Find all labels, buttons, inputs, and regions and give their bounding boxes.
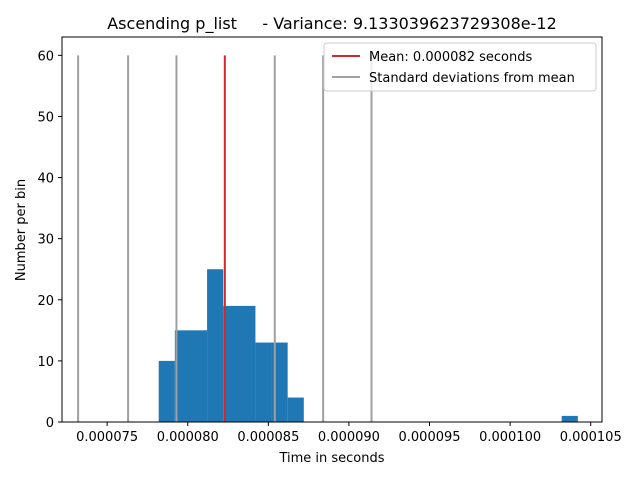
x-tick-label: 0.000105: [560, 430, 622, 445]
y-tick-label: 0: [46, 416, 54, 431]
histogram-bar: [174, 330, 208, 422]
x-tick-label: 0.000075: [76, 430, 138, 445]
y-tick-label: 10: [37, 355, 54, 370]
histogram-bar: [255, 342, 272, 422]
histogram-bar: [561, 415, 578, 422]
y-tick-label: 40: [37, 172, 54, 187]
y-tick-label: 20: [37, 294, 54, 309]
histogram-bar: [287, 397, 304, 422]
x-tick-label: 0.000100: [479, 430, 541, 445]
histogram-bar: [223, 305, 256, 422]
histogram-bar: [207, 269, 224, 422]
x-tick-label: 0.000095: [399, 430, 461, 445]
plot-area: 0.000075 0.000080 0.000085 0.000090 0.000095…: [37, 36, 622, 445]
legend-label-std: Standard deviations from mean: [369, 71, 575, 86]
chart-title: Ascending p_list - Variance: 9.133039623…: [107, 14, 557, 34]
x-tick-label: 0.000090: [318, 430, 380, 445]
x-tick-label: 0.000085: [237, 430, 299, 445]
y-tick-label: 30: [37, 233, 54, 248]
legend: Mean: 0.000082 seconds Standard deviation…: [323, 42, 597, 92]
plot-frame: [61, 36, 603, 423]
x-axis-label: Time in seconds: [278, 451, 384, 466]
x-tick-label: 0.000080: [157, 430, 219, 445]
y-axis-label: Number per bin: [14, 179, 29, 281]
legend-box: [323, 42, 597, 92]
legend-label-mean: Mean: 0.000082 seconds: [369, 50, 532, 65]
y-tick-label: 60: [37, 49, 54, 64]
histogram-bar: [158, 360, 175, 422]
y-tick-label: 50: [37, 110, 54, 125]
